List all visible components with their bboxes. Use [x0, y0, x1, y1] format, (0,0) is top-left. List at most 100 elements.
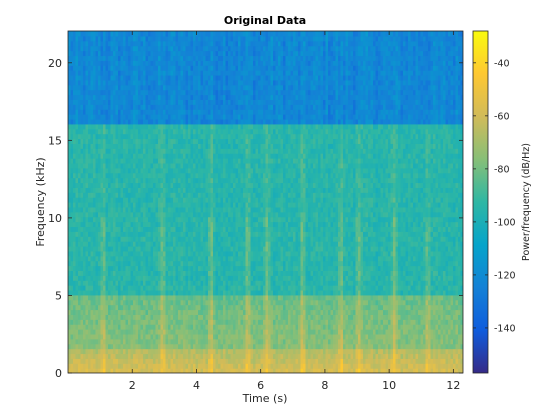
heatmap-cell	[88, 348, 92, 355]
heatmap-cell	[158, 79, 162, 86]
heatmap-cell	[195, 143, 199, 149]
heatmap-cell	[200, 89, 204, 96]
heatmap-cell	[128, 343, 132, 350]
heatmap-cell	[73, 211, 77, 218]
heatmap-cell	[120, 50, 124, 57]
heatmap-cell	[193, 123, 197, 130]
heatmap-cell	[93, 280, 97, 286]
heatmap-cell	[178, 138, 182, 144]
heatmap-cell	[83, 280, 87, 286]
heatmap-cell	[85, 114, 89, 120]
heatmap-cell	[195, 216, 199, 223]
heatmap-cell	[83, 74, 87, 81]
heatmap-cell	[163, 143, 167, 149]
heatmap-cell	[188, 260, 192, 267]
heatmap-cell	[145, 329, 149, 335]
heatmap-cell	[128, 148, 132, 154]
heatmap-cell	[185, 241, 189, 247]
heatmap-cell	[175, 309, 179, 315]
heatmap-cell	[188, 343, 192, 350]
heatmap-cell	[148, 123, 152, 130]
heatmap-cell	[78, 211, 82, 218]
heatmap-cell	[128, 211, 132, 218]
heatmap-cell	[198, 104, 202, 110]
heatmap-cell	[145, 265, 149, 271]
heatmap-cell	[150, 236, 154, 242]
heatmap-cell	[208, 314, 212, 320]
heatmap-cell	[153, 260, 157, 267]
heatmap-cell	[135, 309, 139, 315]
heatmap-cell	[135, 250, 139, 257]
heatmap-cell	[83, 45, 87, 52]
heatmap-cell	[143, 55, 147, 61]
heatmap-cell	[88, 241, 92, 247]
heatmap-cell	[203, 118, 207, 125]
heatmap-cell	[155, 309, 159, 315]
heatmap-cell	[108, 324, 112, 330]
heatmap-cell	[125, 309, 129, 315]
heatmap-cell	[90, 192, 94, 198]
heatmap-cell	[153, 167, 157, 174]
heatmap-cell	[148, 265, 152, 271]
heatmap-cell	[205, 329, 209, 335]
heatmap-cell	[108, 60, 112, 66]
heatmap-cell	[120, 128, 124, 135]
heatmap-cell	[190, 70, 194, 76]
heatmap-cell	[125, 353, 129, 359]
heatmap-cell	[78, 60, 82, 66]
heatmap-cell	[180, 172, 184, 179]
heatmap-cell	[83, 324, 87, 330]
heatmap-cell	[193, 99, 197, 105]
heatmap-cell	[83, 99, 87, 105]
heatmap-cell	[173, 177, 177, 184]
heatmap-cell	[135, 299, 139, 306]
heatmap-cell	[175, 35, 179, 42]
heatmap-cell	[158, 329, 162, 335]
heatmap-cell	[153, 343, 157, 350]
heatmap-cell	[73, 329, 77, 335]
heatmap-cell	[143, 226, 147, 232]
heatmap-cell	[135, 187, 139, 193]
heatmap-cell	[175, 241, 179, 247]
heatmap-cell	[185, 348, 189, 355]
heatmap-cell	[135, 158, 139, 164]
heatmap-cell	[105, 280, 109, 286]
heatmap-cell	[123, 172, 127, 179]
heatmap-cell	[120, 148, 124, 154]
heatmap-cell	[123, 162, 127, 169]
heatmap-cell	[83, 260, 87, 267]
heatmap-cell	[115, 138, 119, 144]
heatmap-cell	[165, 358, 169, 364]
heatmap-cell	[155, 31, 159, 37]
heatmap-cell	[180, 192, 184, 198]
heatmap-cell	[125, 31, 129, 37]
heatmap-cell	[113, 133, 117, 140]
heatmap-cell	[83, 202, 87, 208]
heatmap-cell	[88, 285, 92, 291]
heatmap-cell	[73, 358, 77, 364]
heatmap-cell	[160, 55, 164, 61]
heatmap-cell	[95, 324, 99, 330]
heatmap-cell	[178, 319, 182, 325]
heatmap-cell	[80, 211, 84, 218]
heatmap-cell	[188, 50, 192, 57]
heatmap-cell	[80, 158, 84, 164]
heatmap-cell	[133, 299, 137, 306]
heatmap-cell	[158, 353, 162, 359]
heatmap-cell	[195, 123, 199, 130]
heatmap-cell	[113, 70, 117, 76]
heatmap-cell	[115, 250, 119, 257]
heatmap-cell	[118, 319, 122, 325]
heatmap-cell	[130, 109, 134, 115]
heatmap-cell	[153, 299, 157, 306]
heatmap-cell	[173, 363, 177, 369]
heatmap-cell	[205, 158, 209, 164]
heatmap-cell	[205, 333, 209, 340]
heatmap-cell	[158, 363, 162, 369]
heatmap-cell	[198, 70, 202, 76]
heatmap-cell	[100, 226, 104, 232]
heatmap-cell	[190, 216, 194, 223]
heatmap-cell	[148, 338, 152, 345]
heatmap-cell	[195, 133, 199, 140]
heatmap-cell	[140, 55, 144, 61]
